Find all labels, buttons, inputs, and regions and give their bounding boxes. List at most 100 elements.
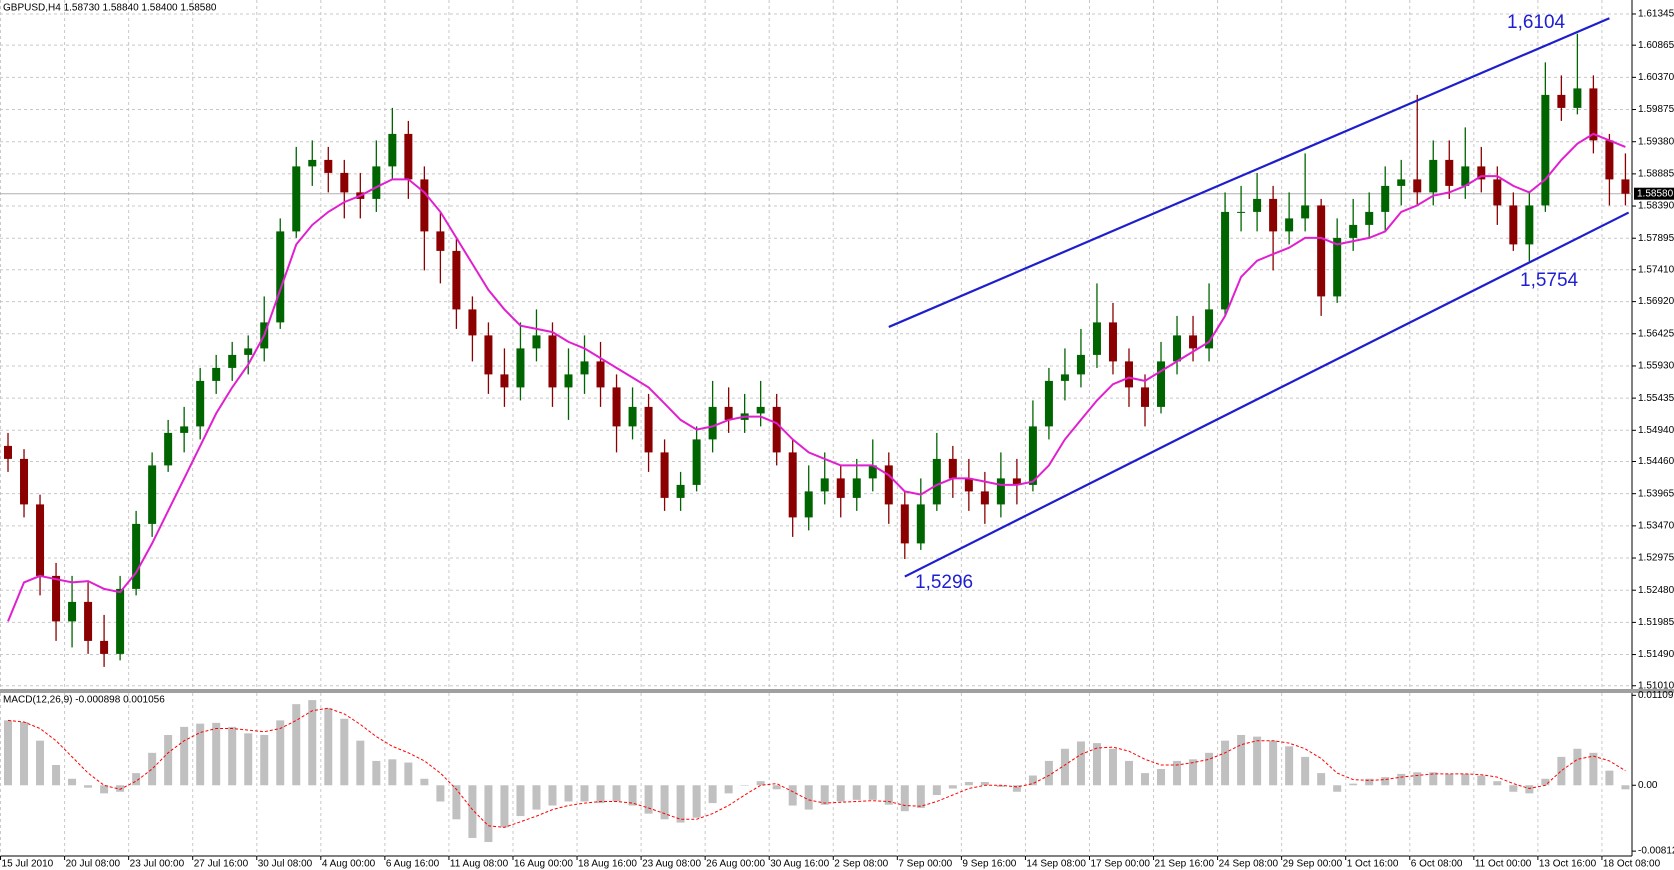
macd-bar: [1221, 740, 1230, 786]
macd-bar: [500, 785, 509, 828]
macd-bar: [260, 734, 269, 786]
candle-body: [1108, 322, 1117, 362]
macd-bar: [1044, 760, 1053, 786]
candle-body: [660, 452, 669, 498]
y-tick-label: 1.60865: [1638, 40, 1674, 51]
candle-body: [404, 133, 413, 180]
annotation: 1,6104: [1507, 12, 1566, 33]
macd-bar: [980, 782, 989, 786]
y-tick-label: 1.60370: [1638, 72, 1674, 83]
y-tick-label: 0.011092: [1638, 690, 1674, 701]
candle-body: [132, 523, 141, 589]
macd-bar: [1012, 785, 1021, 792]
macd-bar: [1541, 778, 1550, 786]
candle-body: [52, 575, 61, 622]
candle-body: [580, 361, 589, 375]
candle-body: [340, 172, 349, 193]
candle-body: [4, 445, 13, 459]
macd-bar: [676, 785, 685, 823]
macd-bar: [1189, 759, 1198, 786]
y-tick-label: 1.58390: [1638, 201, 1674, 212]
candle-body: [772, 406, 781, 453]
x-tick-label: 13 Oct 16:00: [1539, 859, 1597, 870]
candle-body: [868, 465, 877, 479]
macd-bar: [1028, 775, 1037, 786]
candle-body: [1365, 211, 1374, 225]
macd-bar: [1413, 772, 1422, 786]
macd-bar: [916, 785, 925, 808]
candle-body: [820, 478, 829, 492]
macd-bar: [612, 785, 621, 802]
macd-bar: [1317, 773, 1326, 786]
candle-body: [1092, 322, 1101, 355]
y-tick-label: 1.56425: [1638, 328, 1674, 339]
macd-bar: [1060, 748, 1069, 786]
macd-bar: [1253, 736, 1262, 786]
moving-average: [7, 132, 1626, 622]
candle-body: [1028, 426, 1037, 485]
candle-body: [692, 439, 701, 485]
macd-bar: [228, 726, 237, 786]
candle-body: [1012, 478, 1021, 485]
candle-body: [1621, 179, 1630, 194]
candle-body: [516, 348, 525, 388]
candle-body: [676, 484, 685, 498]
macd-bar: [308, 700, 317, 786]
candle-body: [1285, 218, 1294, 232]
macd-bar: [36, 740, 45, 786]
macd-bar: [356, 740, 365, 786]
macd-bar: [1092, 743, 1101, 786]
macd-bar: [468, 785, 477, 838]
macd-bar: [532, 785, 541, 810]
candle-body: [500, 374, 509, 388]
y-tick-label: 1.56920: [1638, 296, 1674, 307]
candle-body: [148, 465, 157, 524]
x-tick-label: 27 Jul 16:00: [194, 859, 249, 870]
x-tick-label: 6 Oct 08:00: [1411, 859, 1463, 870]
candle-body: [1269, 198, 1278, 232]
macd-bar: [1333, 785, 1342, 792]
macd-bar: [212, 722, 221, 786]
macd-bar: [1237, 734, 1246, 786]
macd-bar: [564, 785, 573, 802]
macd-bar: [868, 785, 877, 800]
macd-bar: [740, 785, 749, 786]
candle-body: [1429, 159, 1438, 193]
y-tick-label: 1.53965: [1638, 488, 1674, 499]
candle-body: [84, 601, 93, 641]
macd-bar: [548, 785, 557, 806]
candle-body: [372, 166, 381, 199]
candle-body: [484, 335, 493, 375]
signal-line: [7, 707, 1626, 828]
macd-bar: [100, 785, 109, 794]
macd-bar: [692, 785, 701, 818]
candle-body: [1557, 94, 1566, 108]
macd-bar: [372, 760, 381, 786]
macd-bar: [788, 785, 797, 806]
macd-bar: [932, 785, 941, 795]
chart-title: GBPUSD,H4 1.58730 1.58840 1.58400 1.5858…: [3, 3, 217, 14]
y-tick-label: 1.54460: [1638, 456, 1674, 467]
trend-line: [888, 17, 1610, 328]
y-tick-label: 1.58885: [1638, 169, 1674, 180]
x-tick-label: 30 Aug 16:00: [770, 859, 829, 870]
macd-bar: [1381, 777, 1390, 786]
macd-bar: [1461, 773, 1470, 786]
macd-bar: [900, 785, 909, 812]
candle-body: [1381, 185, 1390, 212]
macd-bar: [388, 759, 397, 786]
candle-body: [644, 406, 653, 453]
macd-bar: [708, 785, 717, 804]
y-tick-label: -0.00812: [1638, 846, 1674, 857]
candle-body: [1205, 309, 1214, 349]
macd-bar: [1589, 752, 1598, 786]
macd-bar: [1076, 741, 1085, 786]
macd-bar: [1445, 773, 1454, 786]
y-tick-label: 1.59380: [1638, 136, 1674, 147]
macd-bar: [852, 785, 861, 800]
candle-body: [948, 458, 957, 479]
candle-body: [788, 452, 797, 518]
x-tick-label: 17 Sep 00:00: [1090, 859, 1150, 870]
candle-body: [996, 478, 1005, 505]
x-tick-label: 29 Sep 00:00: [1283, 859, 1343, 870]
